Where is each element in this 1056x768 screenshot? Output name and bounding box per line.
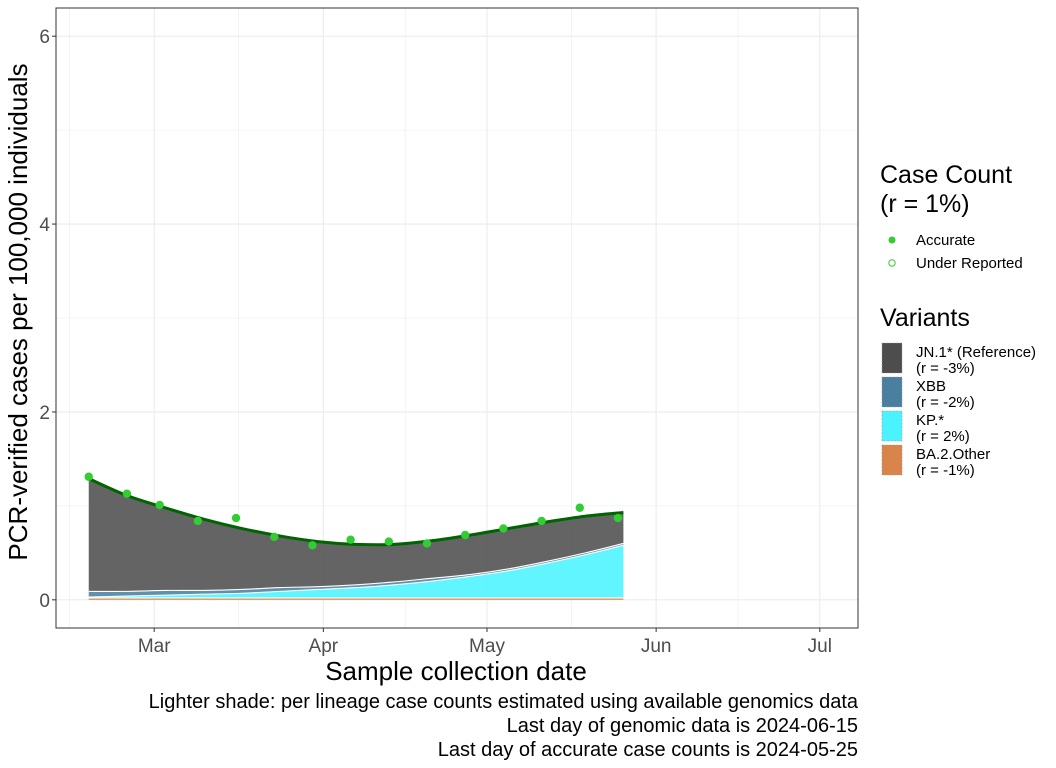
x-tick-label: May — [469, 636, 505, 657]
case-count-point — [193, 516, 203, 526]
area-separator — [88, 544, 624, 598]
legend-case-count-title: Case Count — [880, 161, 1012, 189]
y-tick-label: 2 — [39, 403, 50, 424]
legend-swatch-xbb — [881, 376, 903, 408]
legend-swatch-kp — [881, 410, 903, 442]
y-axis-title: PCR-verified cases per 100,000 individua… — [3, 63, 33, 560]
x-tick-label: Mar — [138, 636, 171, 657]
legend-variant-name: XBB — [916, 378, 946, 395]
y-tick-label: 6 — [39, 27, 50, 48]
legend-variant-rate: (r = -1%) — [916, 462, 975, 479]
caption-line-2: Last day of genomic data is 2024-06-15 — [507, 715, 858, 737]
area-kp — [88, 545, 624, 598]
case-count-points — [84, 472, 623, 550]
case-count-point — [155, 500, 164, 510]
case-count-point — [613, 513, 623, 523]
y-tick-label: 0 — [39, 591, 50, 612]
case-count-point — [460, 530, 470, 540]
case-count-point — [422, 539, 432, 548]
legend-variant-rate: (r = 2%) — [916, 428, 970, 445]
legend-variants-title: Variants — [880, 304, 970, 332]
area-xbb — [88, 543, 624, 597]
legend-variant-name: KP.* — [916, 412, 944, 429]
x-tick-label: Jul — [808, 636, 832, 657]
case-count-point — [270, 532, 279, 542]
fit-line-layer — [88, 477, 624, 547]
case-count-point — [122, 489, 132, 498]
case-count-point — [231, 513, 241, 523]
case-count-point — [346, 535, 355, 544]
variant-areas — [88, 478, 624, 600]
case-count-point — [537, 516, 546, 526]
accurate-marker-icon — [888, 236, 896, 244]
legend-case-count: Case Count (r = 1%) Accurate Under Repor… — [880, 161, 1023, 272]
y-tick-label: 4 — [39, 215, 50, 236]
legend-accurate-label: Accurate — [916, 232, 975, 249]
legend-variant-name: BA.2.Other — [916, 446, 990, 463]
fit-line — [88, 477, 624, 547]
legend-swatch-ba-2-other — [881, 444, 903, 476]
legend-variant-rate: (r = -3%) — [916, 360, 975, 377]
panel-border — [55, 7, 859, 629]
legend-under-reported-label: Under Reported — [916, 255, 1023, 272]
legend-variants: Variants JN.1* (Reference)(r = -3%)XBB(r… — [880, 304, 1036, 479]
case-count-point — [84, 472, 93, 481]
x-tick-label: Jun — [641, 636, 672, 657]
case-count-point — [308, 541, 317, 550]
case-count-point — [575, 503, 584, 512]
case-count-point — [384, 537, 394, 546]
under-reported-marker-icon — [888, 259, 896, 267]
x-axis-ticks: Mar Apr May Jun Jul — [138, 628, 832, 657]
case-count-point — [499, 524, 508, 533]
caption-line-1: Lighter shade: per lineage case counts e… — [149, 691, 859, 713]
legend-variant-name: JN.1* (Reference) — [916, 344, 1036, 361]
legend-swatch-jn-1-reference — [881, 342, 903, 374]
legend-variant-rate: (r = -2%) — [916, 394, 975, 411]
area-jn-1-reference — [88, 478, 624, 592]
y-axis-ticks: 0 2 4 6 — [39, 27, 56, 612]
x-axis-title: Sample collection date — [325, 656, 587, 686]
area-separator — [88, 542, 624, 592]
legend-case-count-rate: (r = 1%) — [880, 190, 970, 218]
caption-line-3: Last day of accurate case counts is 2024… — [438, 739, 858, 761]
x-tick-label: Apr — [309, 636, 339, 657]
